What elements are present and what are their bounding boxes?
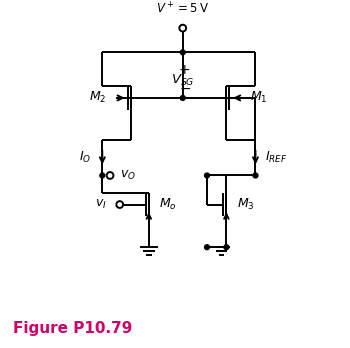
Circle shape — [204, 173, 209, 178]
Text: $M_2$: $M_2$ — [89, 90, 106, 105]
Circle shape — [180, 50, 185, 55]
Circle shape — [100, 173, 105, 178]
Text: $I_{REF}$: $I_{REF}$ — [265, 150, 288, 165]
Circle shape — [204, 245, 209, 250]
Text: $M_1$: $M_1$ — [250, 90, 267, 105]
Circle shape — [224, 245, 229, 250]
Circle shape — [253, 173, 258, 178]
Text: $M_o$: $M_o$ — [159, 197, 177, 212]
Text: $v_I$: $v_I$ — [96, 198, 107, 211]
Text: $-$: $-$ — [178, 81, 191, 95]
Text: $V_{SG}$: $V_{SG}$ — [171, 72, 195, 88]
Text: +: + — [179, 63, 190, 77]
Text: $M_3$: $M_3$ — [237, 197, 254, 212]
Text: $v_O$: $v_O$ — [120, 169, 136, 182]
Text: $I_O$: $I_O$ — [79, 150, 91, 165]
Text: $V^+=5\,\mathrm{V}$: $V^+=5\,\mathrm{V}$ — [156, 1, 209, 16]
Circle shape — [180, 95, 185, 100]
Text: Figure P10.79: Figure P10.79 — [13, 321, 133, 337]
